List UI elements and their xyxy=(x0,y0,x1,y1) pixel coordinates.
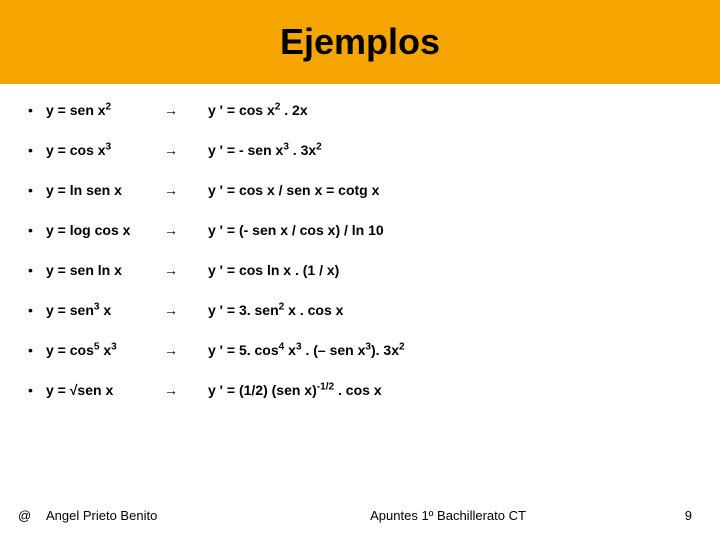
bullet-icon: • xyxy=(28,223,46,237)
arrow-icon: → xyxy=(164,142,208,158)
arrow-icon: → xyxy=(164,302,208,318)
example-row: •y = √sen x→y ' = (1/2) (sen x)-1/2 . co… xyxy=(28,382,692,398)
derivative-expression: y ' = (- sen x / cos x) / ln 10 xyxy=(208,222,692,238)
slide-title: Ejemplos xyxy=(280,21,440,63)
function-expression: y = cos5 x3 xyxy=(46,342,164,358)
example-row: •y = sen ln x→y ' = cos ln x . (1 / x) xyxy=(28,262,692,278)
arrow-icon: → xyxy=(164,382,208,398)
arrow-icon: → xyxy=(164,222,208,238)
slide-footer: @ Angel Prieto Benito Apuntes 1º Bachill… xyxy=(0,508,720,523)
bullet-icon: • xyxy=(28,143,46,157)
bullet-icon: • xyxy=(28,103,46,117)
derivative-expression: y ' = - sen x3 . 3x2 xyxy=(208,142,692,158)
function-expression: y = cos x3 xyxy=(46,142,164,158)
function-expression: y = sen x2 xyxy=(46,102,164,118)
derivative-expression: y ' = 5. cos4 x3 . (– sen x3). 3x2 xyxy=(208,342,692,358)
function-expression: y = log cos x xyxy=(46,222,164,238)
arrow-icon: → xyxy=(164,342,208,358)
slide-body: •y = sen x2→y ' = cos x2 . 2x•y = cos x3… xyxy=(0,84,720,398)
derivative-expression: y ' = (1/2) (sen x)-1/2 . cos x xyxy=(208,382,692,398)
bullet-icon: • xyxy=(28,383,46,397)
derivative-expression: y ' = 3. sen2 x . cos x xyxy=(208,302,692,318)
function-expression: y = sen3 x xyxy=(46,302,164,318)
bullet-icon: • xyxy=(28,303,46,317)
example-row: •y = cos x3→y ' = - sen x3 . 3x2 xyxy=(28,142,692,158)
slide-header: Ejemplos xyxy=(0,0,720,84)
example-row: •y = log cos x→y ' = (- sen x / cos x) /… xyxy=(28,222,692,238)
derivative-expression: y ' = cos x / sen x = cotg x xyxy=(208,182,692,198)
arrow-icon: → xyxy=(164,102,208,118)
bullet-icon: • xyxy=(28,263,46,277)
function-expression: y = √sen x xyxy=(46,382,164,398)
footer-author: Angel Prieto Benito xyxy=(46,508,157,523)
example-row: •y = sen3 x→y ' = 3. sen2 x . cos x xyxy=(28,302,692,318)
example-row: •y = ln sen x→y ' = cos x / sen x = cotg… xyxy=(28,182,692,198)
arrow-icon: → xyxy=(164,262,208,278)
derivative-expression: y ' = cos x2 . 2x xyxy=(208,102,692,118)
example-row: •y = cos5 x3→y ' = 5. cos4 x3 . (– sen x… xyxy=(28,342,692,358)
footer-notes: Apuntes 1º Bachillerato CT xyxy=(370,508,526,523)
function-expression: y = ln sen x xyxy=(46,182,164,198)
derivative-expression: y ' = cos ln x . (1 / x) xyxy=(208,262,692,278)
function-expression: y = sen ln x xyxy=(46,262,164,278)
example-row: •y = sen x2→y ' = cos x2 . 2x xyxy=(28,102,692,118)
footer-page-number: 9 xyxy=(685,508,692,523)
bullet-icon: • xyxy=(28,183,46,197)
arrow-icon: → xyxy=(164,182,208,198)
bullet-icon: • xyxy=(28,343,46,357)
footer-at: @ xyxy=(18,508,46,523)
